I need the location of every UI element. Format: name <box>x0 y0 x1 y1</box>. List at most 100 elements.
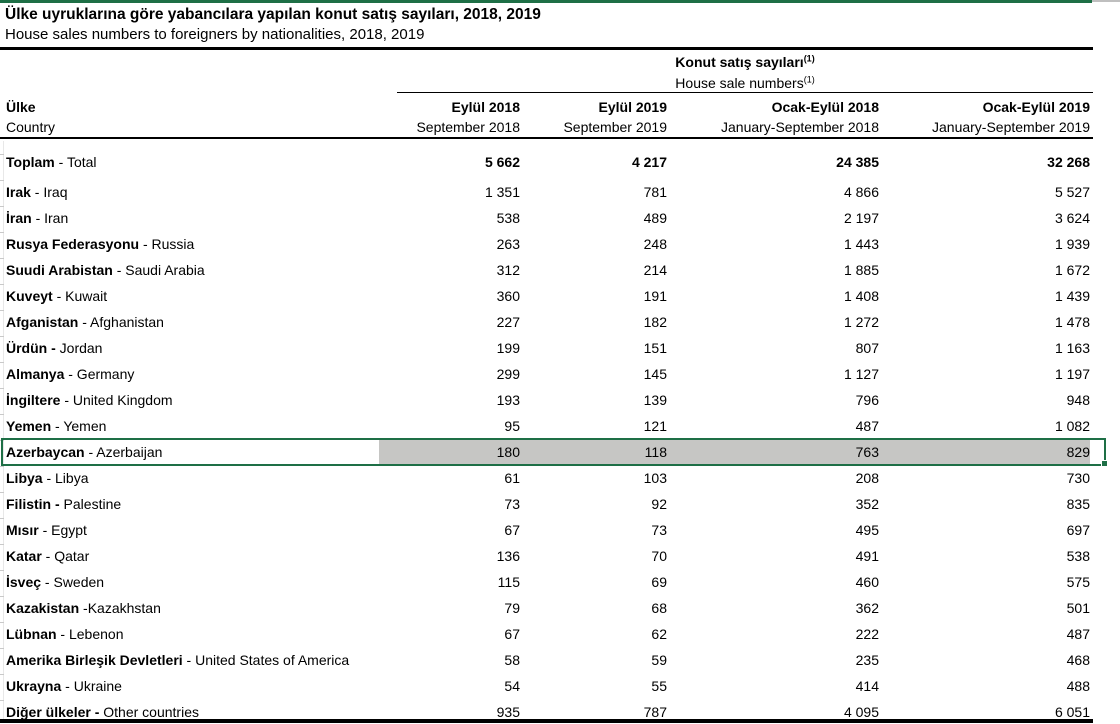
cell-jansep2018[interactable]: 807 <box>855 340 879 356</box>
cell-country[interactable]: Ürdün - Jordan <box>3 340 382 356</box>
cell-country[interactable]: Lübnan - Lebenon <box>3 626 382 642</box>
cell-sep2018[interactable]: 67 <box>504 522 520 538</box>
column-header-country[interactable]: Ülke Country <box>3 97 382 137</box>
cell-sep2019[interactable]: 121 <box>643 418 667 434</box>
cell-sep2018[interactable]: 199 <box>496 340 520 356</box>
cell-country[interactable]: Mısır - Egypt <box>3 522 382 538</box>
cell-country[interactable]: Rusya Federasyonu - Russia <box>3 236 382 252</box>
cell-jansep2019[interactable]: 487 <box>1066 626 1090 642</box>
cell-jansep2018[interactable]: 796 <box>855 392 879 408</box>
cell-country[interactable]: Kazakistan -Kazakhstan <box>3 600 382 616</box>
cell-sep2018[interactable]: 136 <box>496 548 520 564</box>
cell-jansep2018[interactable]: 763 <box>855 444 879 460</box>
cell-sep2018[interactable]: 1 351 <box>484 184 520 200</box>
cell-country[interactable]: İngiltere - United Kingdom <box>3 392 382 408</box>
cell-jansep2018[interactable]: 235 <box>855 652 879 668</box>
cell-jansep2018[interactable]: 352 <box>855 496 879 512</box>
cell-country[interactable]: Kuveyt - Kuwait <box>3 288 382 304</box>
cell-sep2019[interactable]: 787 <box>643 704 667 720</box>
cell-sep2019[interactable]: 781 <box>643 184 667 200</box>
cell-sep2018[interactable]: 227 <box>496 314 520 330</box>
cell-jansep2018[interactable]: 362 <box>855 600 879 616</box>
cell-sep2019[interactable]: 489 <box>643 210 667 226</box>
cell-jansep2018[interactable]: 2 197 <box>843 210 879 226</box>
cell-jansep2018[interactable]: 222 <box>855 626 879 642</box>
cell-sep2018[interactable]: 73 <box>504 496 520 512</box>
cell-sep2018[interactable]: 263 <box>496 236 520 252</box>
cell-jansep2018[interactable]: 1 408 <box>843 288 879 304</box>
cell-jansep2018[interactable]: 1 272 <box>843 314 879 330</box>
cell-sep2019[interactable]: 118 <box>644 444 667 460</box>
cell-sep2018[interactable]: 5 662 <box>484 154 520 170</box>
cell-sep2018[interactable]: 95 <box>504 418 520 434</box>
cell-sep2018[interactable]: 935 <box>496 704 520 720</box>
cell-sep2019[interactable]: 92 <box>651 496 667 512</box>
cell-country[interactable]: Ukrayna - Ukraine <box>3 678 382 694</box>
cell-sep2019[interactable]: 69 <box>651 574 667 590</box>
cell-sep2018[interactable]: 360 <box>496 288 520 304</box>
cell-country[interactable]: Azerbaycan - Azerbaijan <box>3 444 382 460</box>
cell-jansep2018[interactable]: 495 <box>855 522 879 538</box>
cell-jansep2019[interactable]: 538 <box>1066 548 1090 564</box>
cell-jansep2018[interactable]: 414 <box>855 678 879 694</box>
cell-sep2019[interactable]: 139 <box>643 392 667 408</box>
cell-jansep2019[interactable]: 501 <box>1066 600 1090 616</box>
cell-sep2018[interactable]: 312 <box>496 262 520 278</box>
cell-country[interactable]: Toplam - Total <box>3 154 382 170</box>
cell-jansep2019[interactable]: 1 439 <box>1054 288 1090 304</box>
cell-jansep2019[interactable]: 488 <box>1066 678 1090 694</box>
cell-country[interactable]: Irak - Iraq <box>3 184 382 200</box>
cell-sep2018[interactable]: 58 <box>504 652 520 668</box>
cell-jansep2019[interactable]: 1 197 <box>1054 366 1090 382</box>
cell-jansep2019[interactable]: 6 051 <box>1054 704 1090 720</box>
cell-jansep2019[interactable]: 1 939 <box>1054 236 1090 252</box>
cell-jansep2018[interactable]: 4 095 <box>843 704 879 720</box>
cell-sep2019[interactable]: 182 <box>643 314 667 330</box>
column-header-jansep2019[interactable]: Ocak-Eylül 2019 January-September 2019 <box>879 97 1090 137</box>
cell-sep2018[interactable]: 299 <box>496 366 520 382</box>
cell-country[interactable]: Amerika Birleşik Devletleri - United Sta… <box>3 652 382 668</box>
cell-country[interactable]: Filistin - Palestine <box>3 496 382 512</box>
cell-jansep2019[interactable]: 5 527 <box>1054 184 1090 200</box>
cell-jansep2018[interactable]: 1 443 <box>843 236 879 252</box>
cell-sep2018[interactable]: 180 <box>496 444 520 460</box>
cell-sep2019[interactable]: 145 <box>643 366 667 382</box>
cell-jansep2019[interactable]: 948 <box>1066 392 1090 408</box>
cell-sep2019[interactable]: 4 217 <box>631 154 667 170</box>
column-header-jansep2018[interactable]: Ocak-Eylül 2018 January-September 2018 <box>667 97 879 137</box>
cell-sep2019[interactable]: 151 <box>643 340 667 356</box>
cell-sep2018[interactable]: 538 <box>496 210 520 226</box>
cell-jansep2019[interactable]: 575 <box>1066 574 1090 590</box>
cell-country[interactable]: Katar - Qatar <box>3 548 382 564</box>
cell-sep2018[interactable]: 61 <box>504 470 520 486</box>
cell-jansep2018[interactable]: 24 385 <box>836 154 879 170</box>
cell-jansep2019[interactable]: 3 624 <box>1054 210 1090 226</box>
cell-country[interactable]: Libya - Libya <box>3 470 382 486</box>
cell-sep2019[interactable]: 55 <box>651 678 667 694</box>
cell-jansep2018[interactable]: 1 885 <box>843 262 879 278</box>
cell-jansep2018[interactable]: 4 866 <box>843 184 879 200</box>
cell-country[interactable]: Almanya - Germany <box>3 366 382 382</box>
cell-jansep2019[interactable]: 829 <box>1066 444 1090 460</box>
cell-jansep2018[interactable]: 487 <box>855 418 879 434</box>
cell-country[interactable]: Suudi Arabistan - Saudi Arabia <box>3 262 382 278</box>
cell-sep2019[interactable]: 59 <box>651 652 667 668</box>
cell-sep2019[interactable]: 68 <box>651 600 667 616</box>
cell-country[interactable]: Afganistan - Afghanistan <box>3 314 382 330</box>
cell-sep2019[interactable]: 248 <box>643 236 667 252</box>
cell-sep2018[interactable]: 54 <box>504 678 520 694</box>
column-header-sep2018[interactable]: Eylül 2018 September 2018 <box>382 97 520 137</box>
cell-sep2018[interactable]: 79 <box>504 600 520 616</box>
cell-jansep2018[interactable]: 1 127 <box>843 366 879 382</box>
column-header-sep2019[interactable]: Eylül 2019 September 2019 <box>520 97 667 137</box>
cell-sep2019[interactable]: 70 <box>651 548 667 564</box>
cell-sep2018[interactable]: 115 <box>497 574 520 590</box>
cell-jansep2019[interactable]: 1 082 <box>1054 418 1090 434</box>
cell-sep2018[interactable]: 67 <box>504 626 520 642</box>
cell-country[interactable]: İran - Iran <box>3 210 382 226</box>
cell-jansep2019[interactable]: 1 478 <box>1054 314 1090 330</box>
cell-sep2019[interactable]: 73 <box>651 522 667 538</box>
cell-country[interactable]: Diğer ülkeler - Other countries <box>3 704 382 720</box>
cell-jansep2019[interactable]: 1 672 <box>1054 262 1090 278</box>
cell-jansep2019[interactable]: 835 <box>1066 496 1090 512</box>
